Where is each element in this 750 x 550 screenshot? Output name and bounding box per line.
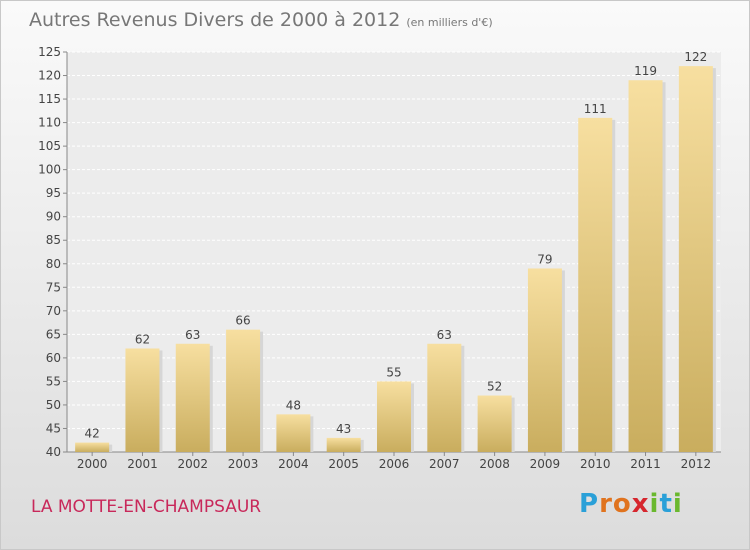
bar: [578, 117, 613, 452]
y-tick-label: 80: [46, 257, 61, 271]
bar-value-label: 48: [286, 398, 301, 412]
y-tick-label: 45: [46, 421, 61, 435]
bar-value-label: 66: [235, 314, 250, 328]
y-tick-label: 105: [38, 139, 61, 153]
bar: [276, 414, 311, 452]
bar-value-label: 63: [185, 328, 200, 342]
x-tick-label: 2000: [77, 457, 108, 471]
y-tick-label: 125: [38, 45, 61, 59]
logo-letter: P: [579, 489, 600, 519]
x-tick-label: 2008: [479, 457, 510, 471]
bar-value-label: 43: [336, 422, 351, 436]
y-tick-label: 60: [46, 351, 61, 365]
x-tick-label: 2012: [681, 457, 712, 471]
y-tick-label: 110: [38, 116, 61, 130]
bar: [477, 395, 512, 452]
bar: [75, 442, 110, 452]
y-tick-label: 120: [38, 69, 61, 83]
bar: [527, 268, 562, 452]
bar: [628, 80, 663, 452]
x-tick-label: 2002: [177, 457, 208, 471]
bar: [427, 343, 462, 452]
chart-unit: (en milliers d'€): [406, 16, 493, 29]
proxiti-logo: Proxiti: [579, 489, 683, 519]
y-tick-label: 50: [46, 398, 61, 412]
bar-value-label: 122: [684, 50, 707, 64]
y-tick-label: 115: [38, 92, 61, 106]
y-tick-label: 70: [46, 304, 61, 318]
x-tick-label: 2006: [379, 457, 410, 471]
y-tick-label: 100: [38, 163, 61, 177]
y-tick-label: 95: [46, 186, 61, 200]
bar-value-label: 111: [584, 102, 607, 116]
y-tick-label: 85: [46, 233, 61, 247]
bar-value-label: 55: [386, 365, 401, 379]
chart-title: Autres Revenus Divers de 2000 à 2012 (en …: [29, 9, 493, 31]
y-tick-label: 55: [46, 374, 61, 388]
bar-value-label: 42: [85, 427, 100, 441]
y-tick-label: 40: [46, 445, 61, 459]
logo-letter: t: [659, 489, 673, 519]
bar: [226, 329, 261, 452]
bar: [377, 381, 411, 452]
city-name: LA MOTTE-EN-CHAMPSAUR: [31, 497, 262, 517]
bar: [125, 348, 160, 452]
x-tick-label: 2005: [328, 457, 359, 471]
bar-value-label: 79: [537, 252, 552, 266]
bar: [175, 343, 210, 452]
bar-value-label: 63: [437, 328, 452, 342]
bar: [326, 437, 361, 452]
y-tick-label: 65: [46, 327, 61, 341]
logo-letter: x: [631, 489, 650, 519]
y-tick-label: 90: [46, 210, 61, 224]
x-tick-label: 2007: [429, 457, 460, 471]
chart-title-text: Autres Revenus Divers de 2000 à 2012: [29, 9, 401, 31]
logo-letter: o: [612, 489, 632, 519]
x-tick-label: 2003: [228, 457, 259, 471]
x-tick-label: 2009: [530, 457, 561, 471]
x-tick-label: 2010: [580, 457, 611, 471]
x-tick-label: 2011: [630, 457, 661, 471]
bar-value-label: 62: [135, 332, 150, 346]
x-tick-label: 2001: [127, 457, 158, 471]
bar: [678, 66, 713, 452]
bar-value-label: 119: [634, 64, 657, 78]
logo-letter: r: [599, 489, 613, 519]
x-tick-label: 2004: [278, 457, 309, 471]
logo-letter: i: [672, 489, 683, 519]
bar-value-label: 52: [487, 380, 502, 394]
logo-letter: i: [649, 489, 660, 519]
y-tick-label: 75: [46, 280, 61, 294]
